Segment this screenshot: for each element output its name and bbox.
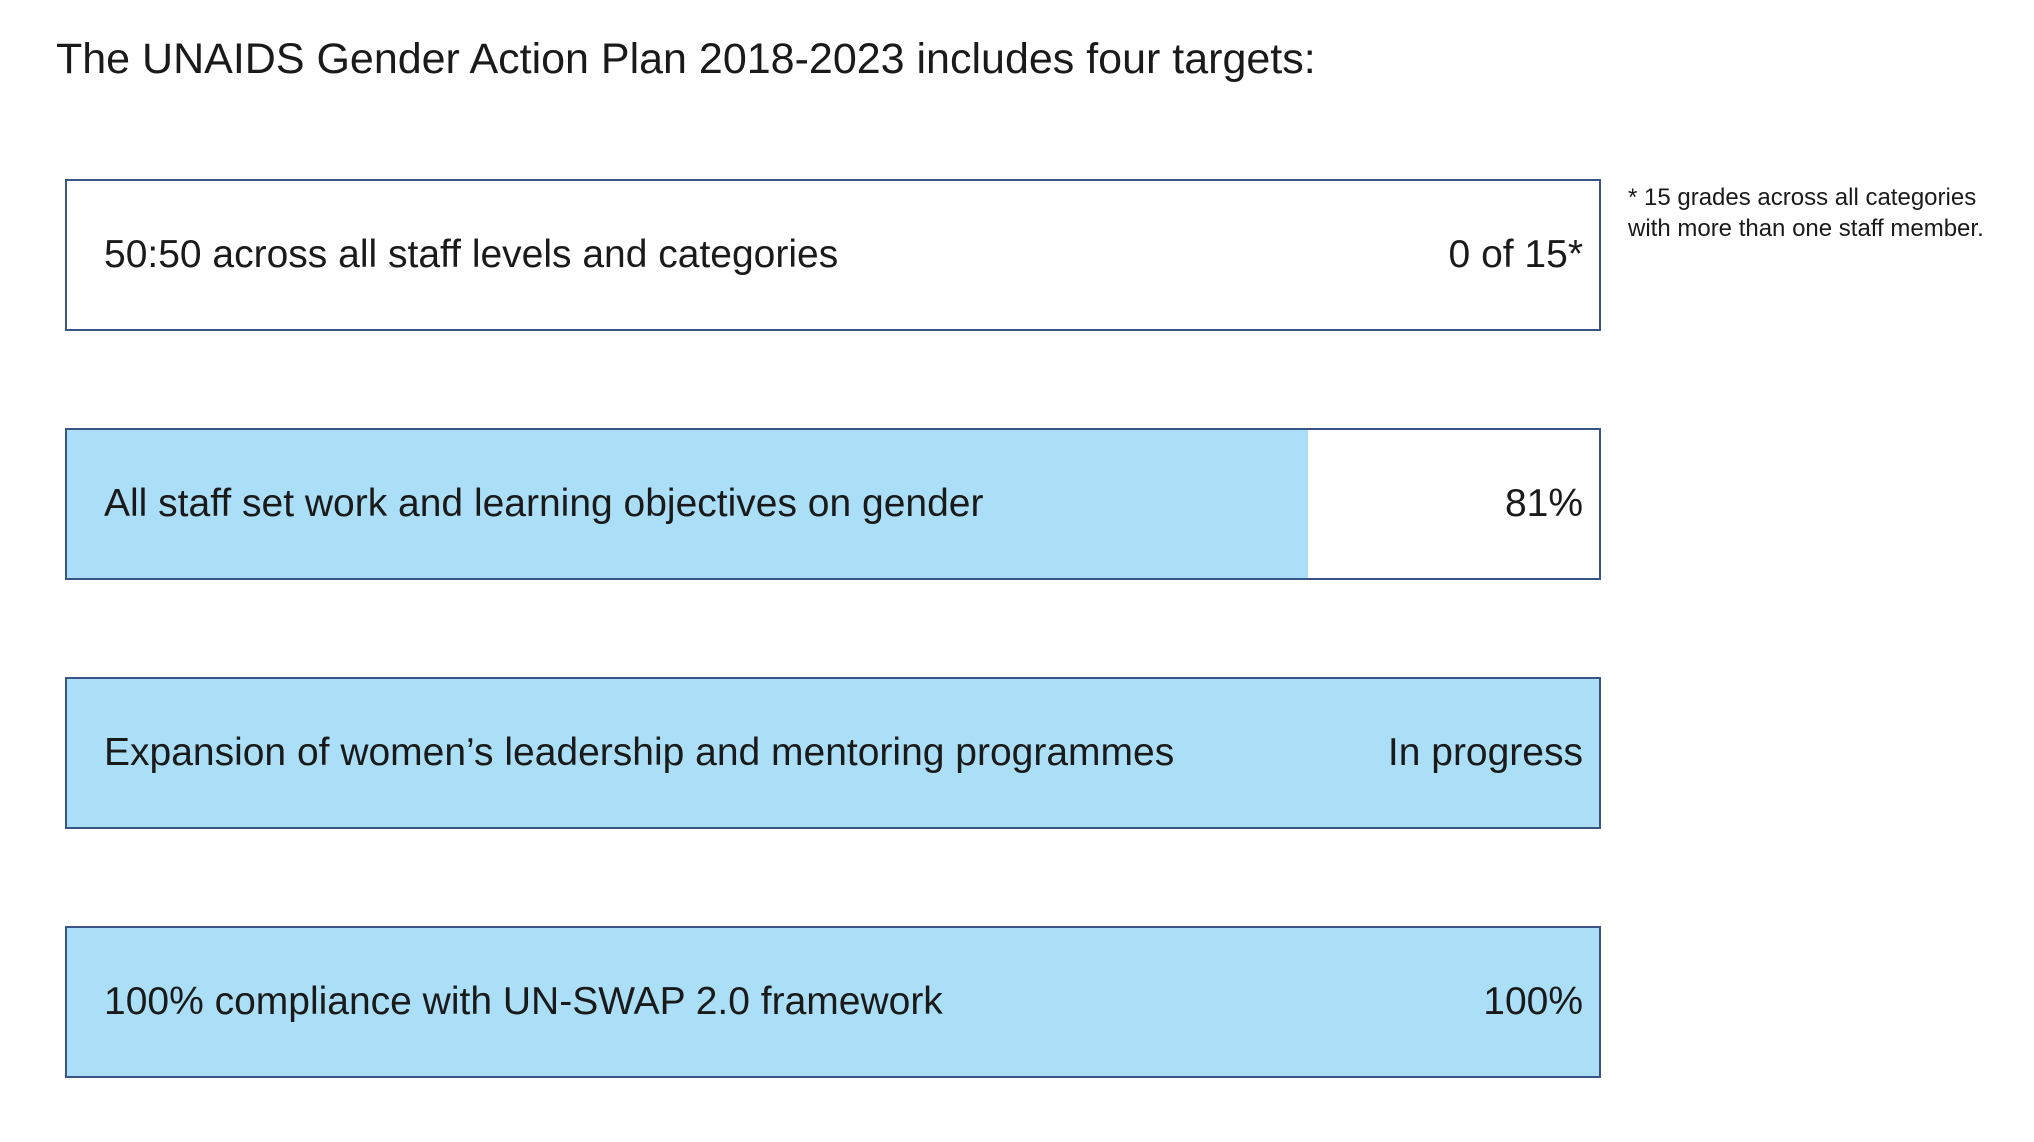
bar-fill — [67, 430, 1308, 578]
bar-status-value: 0 of 15* — [1448, 233, 1583, 276]
target-bar: 100% compliance with UN-SWAP 2.0 framewo… — [65, 926, 1601, 1078]
bar-label: 100% compliance with UN-SWAP 2.0 framewo… — [104, 980, 943, 1023]
bar-label: Expansion of women’s leadership and ment… — [104, 731, 1175, 774]
target-bar: All staff set work and learning objectiv… — [65, 428, 1601, 580]
bar-fill — [67, 679, 1599, 827]
target-bar: 50:50 across all staff levels and catego… — [65, 179, 1601, 331]
bar-label: 50:50 across all staff levels and catego… — [104, 233, 839, 276]
footnote: * 15 grades across all categories with m… — [1628, 184, 1984, 242]
target-bar: Expansion of women’s leadership and ment… — [65, 677, 1601, 829]
bar-status-value: 81% — [1504, 482, 1583, 525]
page-title: The UNAIDS Gender Action Plan 2018-2023 … — [56, 35, 1316, 83]
bar-status-value: 100% — [1483, 980, 1583, 1023]
bar-status-value: In progress — [1387, 731, 1583, 774]
bar-fill — [67, 928, 1599, 1076]
bar-label: All staff set work and learning objectiv… — [104, 482, 984, 525]
